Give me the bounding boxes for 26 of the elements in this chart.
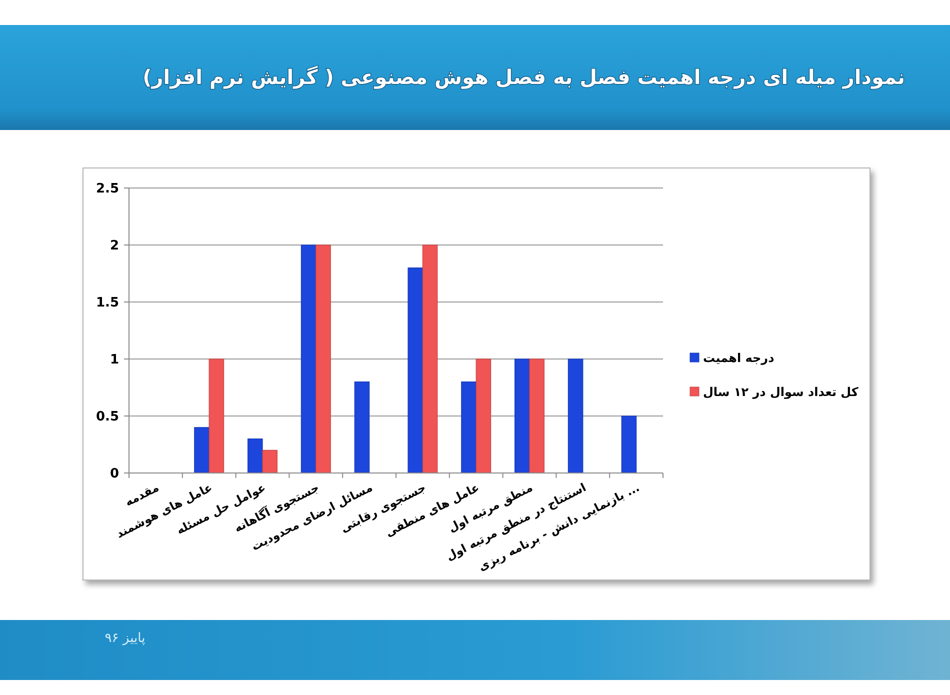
bar (208, 358, 224, 474)
bar (262, 450, 278, 474)
legend-label: کل تعداد سوال در ۱۲ سال (703, 385, 858, 400)
bar (422, 244, 438, 474)
bar (461, 382, 476, 474)
bar (316, 244, 331, 474)
text: پاییز ۹۶ (104, 631, 146, 646)
x-tick-label: مقدمه (122, 480, 162, 510)
bar (354, 382, 370, 474)
bar (408, 268, 423, 474)
bar (300, 244, 316, 474)
legend-label: درجه اهمیت (703, 351, 774, 366)
bar (476, 358, 492, 474)
y-tick-label: 2.5 (96, 182, 119, 197)
bar (529, 358, 544, 474)
y-tick-label: 0 (110, 466, 119, 482)
y-tick-label: 1 (110, 352, 119, 368)
y-tick-label: 1.5 (96, 296, 119, 311)
bar (568, 358, 584, 474)
y-tick-label: 2 (110, 238, 119, 254)
bar (248, 438, 263, 474)
bar (514, 358, 530, 474)
y-tick-label: 0.5 (96, 410, 119, 425)
bar (621, 416, 637, 474)
bar (194, 427, 210, 474)
chart-title: نمودار میله ای درجه اهمیت فصل به فصل هوش مصنوعی ( گرایش نرم افزار) (142, 65, 905, 89)
